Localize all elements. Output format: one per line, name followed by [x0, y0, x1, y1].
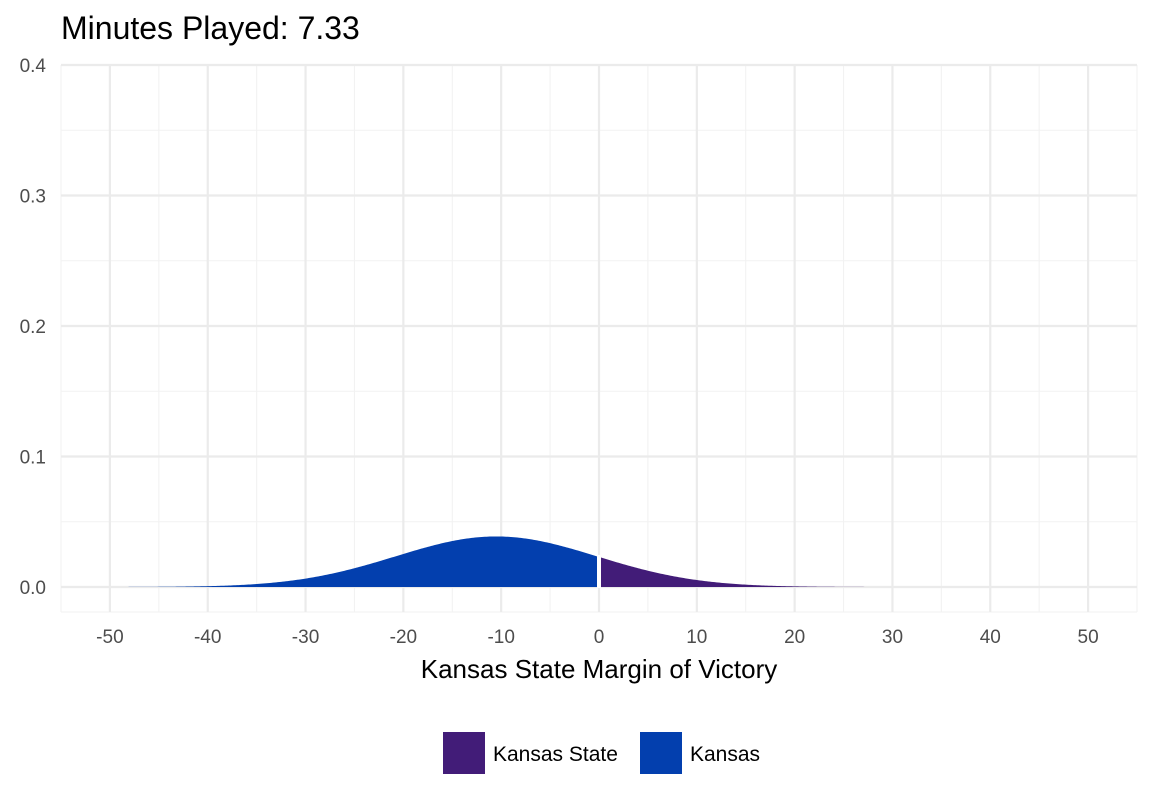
x-tick-label: 10: [686, 627, 707, 648]
x-tick-label: -30: [292, 627, 319, 648]
area-kansas-state: [599, 556, 1089, 587]
y-tick-label: 0.2: [20, 317, 46, 338]
x-tick-label: -40: [194, 627, 221, 648]
area-kansas: [109, 536, 599, 587]
x-tick-label: 0: [594, 627, 605, 648]
x-tick-label: -20: [390, 627, 417, 648]
legend-key-kansas: [640, 732, 682, 774]
x-tick-label: -10: [487, 627, 514, 648]
x-tick-label: 30: [882, 627, 903, 648]
legend-key-kansas-state: [443, 732, 485, 774]
legend-label-kansas-state: Kansas State: [493, 743, 618, 766]
density-areas: [109, 536, 1089, 588]
y-axis-ticks: 0.0 0.1 0.2 0.3 0.4: [20, 56, 47, 599]
y-tick-label: 0.0: [20, 578, 46, 599]
x-tick-label: 50: [1078, 627, 1099, 648]
x-tick-label: 40: [980, 627, 1001, 648]
x-axis-ticks: -50 -40 -30 -20 -10 0 10 20 30 40 50: [96, 627, 1098, 648]
legend-label-kansas: Kansas: [690, 743, 760, 766]
major-grid: [61, 63, 1137, 612]
legend: Kansas State Kansas: [443, 732, 760, 774]
y-tick-label: 0.1: [20, 448, 46, 469]
x-tick-label: 20: [784, 627, 805, 648]
x-tick-label: -50: [96, 627, 123, 648]
chart-title: Minutes Played: 7.33: [61, 10, 360, 46]
x-axis-title: Kansas State Margin of Victory: [421, 654, 777, 684]
y-tick-label: 0.4: [20, 56, 47, 77]
y-tick-label: 0.3: [20, 187, 46, 208]
